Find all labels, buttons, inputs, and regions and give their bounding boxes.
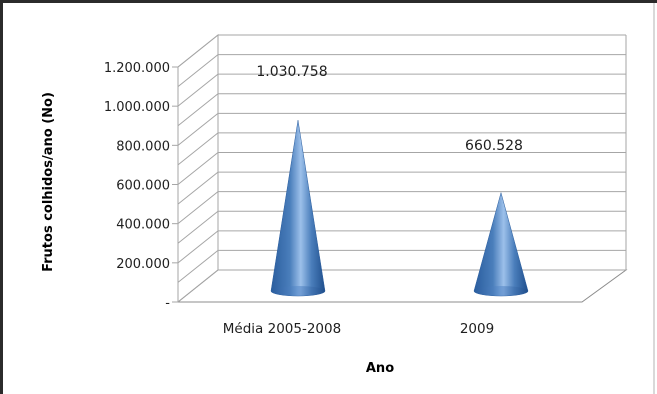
frame-border-right: [653, 3, 655, 394]
cone-1: [473, 191, 529, 297]
gridline: [177, 34, 626, 68]
floor: [177, 269, 628, 303]
x-tick-label: Média 2005-2008: [223, 321, 341, 337]
y-tick-label: -: [165, 296, 170, 311]
data-labels: 1.030.758 660.528: [256, 64, 523, 154]
y-axis-ticks: - 200.000 400.000 600.000 800.000 1.000.000 1.…: [104, 61, 178, 311]
cone-base: [271, 286, 325, 296]
x-axis-ticks: Média 2005-2008 2009: [223, 321, 494, 337]
y-tick-label: 1.000.000: [104, 100, 170, 115]
y-tick-label: 800.000: [116, 139, 170, 154]
gridline: [177, 93, 626, 127]
cone-body: [270, 120, 326, 297]
gridline: [177, 210, 626, 244]
gridline: [177, 230, 626, 264]
gridline: [177, 73, 626, 107]
plot-walls: [177, 33, 628, 303]
gridline: [177, 112, 626, 146]
gridline: [177, 191, 626, 225]
frame-border-left: [0, 0, 3, 394]
cone-0: [270, 120, 326, 297]
gridlines: [177, 34, 627, 303]
y-tick-label: 600.000: [116, 179, 170, 194]
y-tick-label: 1.200.000: [104, 61, 170, 76]
cone-base: [474, 286, 528, 296]
y-tick-label: 400.000: [116, 218, 170, 233]
cone-body: [473, 191, 529, 297]
gridline: [177, 54, 626, 87]
data-label: 1.030.758: [256, 64, 327, 80]
gridline: [177, 132, 626, 166]
gridline: [177, 249, 626, 283]
data-label: 660.528: [465, 138, 523, 154]
x-tick-label: 2009: [460, 321, 494, 337]
frame-border-top: [0, 0, 657, 3]
gridline: [177, 269, 626, 303]
y-axis-title: Frutos colhidos/ano (No): [41, 92, 56, 272]
cone-series: [270, 120, 529, 297]
x-axis-title: Ano: [366, 361, 394, 376]
gridline: [177, 152, 626, 185]
y-tick-label: 200.000: [116, 257, 170, 272]
gridline: [177, 171, 626, 205]
